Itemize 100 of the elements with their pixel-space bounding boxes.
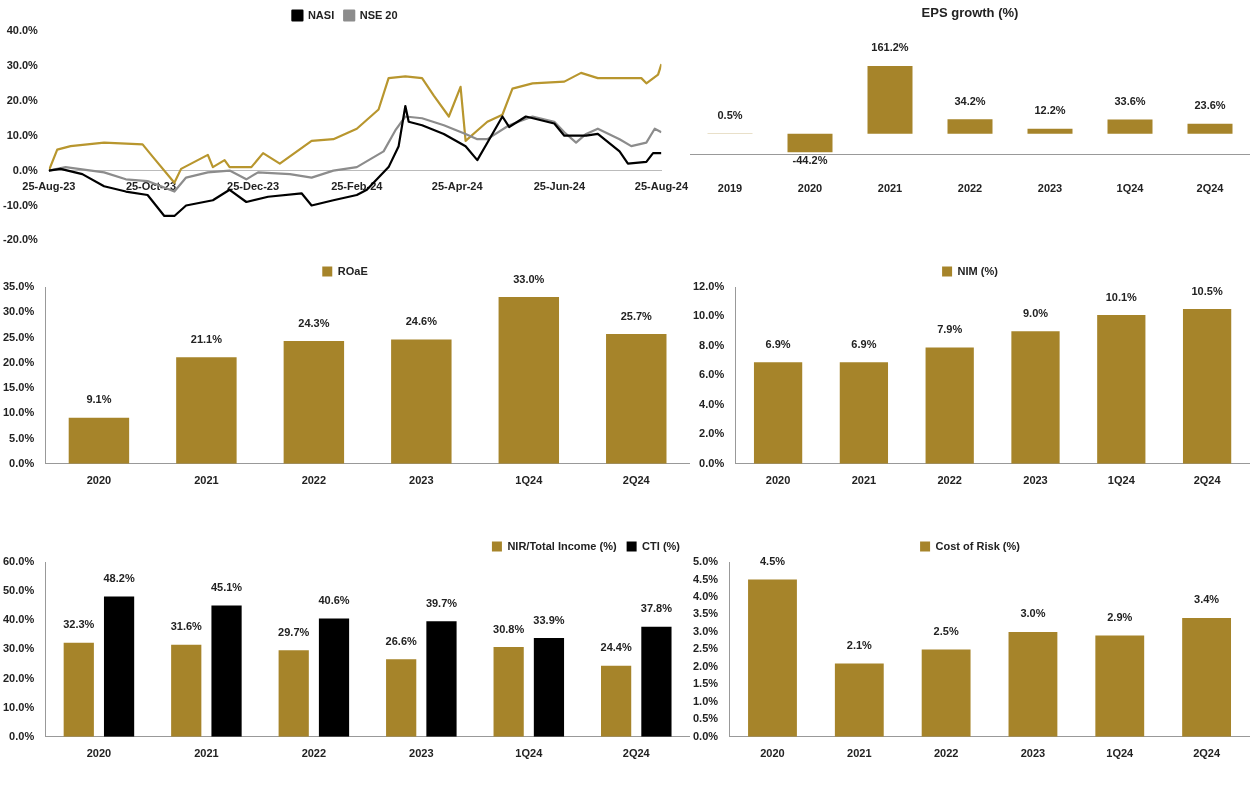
x-tick-label: 1Q24 [515,747,544,760]
x-tick-label: 1Q24 [1116,182,1145,195]
bar [925,347,974,464]
legend-label: NIR/Total Income (%) [507,539,617,552]
data-label: 3.4% [1194,593,1220,606]
y-tick-label: 2.5% [692,642,719,655]
data-label: 2.9% [1107,610,1133,623]
data-label: 45.1% [210,580,243,593]
x-tick-label: 2020 [86,474,112,487]
data-label: 48.2% [103,571,135,584]
bar [867,65,913,134]
x-tick-label: 2021 [851,474,877,487]
data-label: 4.5% [759,555,786,568]
legend-label: Cost of Risk (%) [935,539,1021,552]
x-tick-label: 2023 [1023,474,1048,487]
x-tick-label: 2Q24 [622,747,651,760]
x-tick-label: 2Q24 [1193,474,1222,487]
data-label: 9.0% [1022,306,1049,319]
bar [63,642,94,737]
x-tick-label: 25-Dec-23 [227,180,280,193]
bar [1107,119,1153,134]
bar [1027,128,1073,134]
data-label: 33.6% [1114,95,1146,108]
data-label: 10.1% [1105,290,1138,303]
data-label: 24.4% [600,641,632,654]
data-label: 32.3% [63,618,95,631]
data-label: 12.2% [1034,104,1066,117]
y-tick-label: 60.0% [2,555,35,568]
y-tick-label: 15.0% [2,381,35,394]
x-tick-label: 1Q24 [1107,474,1136,487]
y-tick-label: 6.0% [699,368,725,381]
bar [283,341,345,464]
data-label: -44.2% [792,153,828,166]
data-label: 7.9% [937,322,963,335]
legend-label: NSE 20 [359,8,398,21]
y-tick-label: 25.0% [2,330,35,343]
data-label: 24.6% [405,315,438,328]
y-tick-label: 0.5% [692,712,719,725]
x-tick-label: 25-Aug-23 [22,180,76,193]
data-label: 3.0% [1020,607,1046,620]
data-label: 29.7% [278,625,310,638]
y-tick-label: 35.0% [2,280,35,293]
y-tick-label: 40.0% [6,24,39,37]
x-tick-label: 2023 [409,474,434,487]
bar [1097,314,1146,464]
bar [787,133,833,153]
y-tick-label: 0.0% [9,456,35,469]
bar [171,644,202,737]
x-tick-label: 2022 [933,747,959,760]
bar [947,119,993,134]
data-label: 10.5% [1191,284,1223,297]
y-tick-label: 5.0% [692,555,719,568]
bar [278,650,309,737]
y-tick-label: 40.0% [2,613,35,626]
data-label: 2.1% [846,638,873,651]
bar [533,638,565,737]
y-tick-label: -10.0% [2,198,39,211]
x-tick-label: 2023 [409,747,434,760]
y-tick-label: 1.5% [692,677,719,690]
y-tick-label: 3.5% [692,607,719,620]
y-tick-label: 20.0% [6,93,39,106]
bar [386,659,417,737]
data-label: 23.6% [1194,99,1226,112]
data-label: 33.0% [513,272,545,285]
y-tick-label: 2.0% [699,427,725,440]
x-tick-label: 2023 [1037,182,1063,195]
x-tick-label: 2020 [797,182,823,195]
x-tick-label: 25-Jun-24 [533,180,586,193]
data-label: 33.9% [533,613,565,626]
bar [839,362,889,464]
y-tick-label: 0.0% [9,729,35,742]
y-tick-label: 4.0% [692,589,719,602]
x-tick-label: 2021 [194,747,219,760]
bar [493,647,524,737]
y-tick-label: 10.0% [2,700,35,713]
y-tick-label: 20.0% [2,355,35,368]
y-tick-label: 0.0% [699,456,725,469]
y-tick-label: 10.0% [692,309,725,322]
y-tick-label: 1.0% [692,694,719,707]
bar [1011,331,1060,464]
y-tick-label: 12.0% [692,280,725,293]
bar [753,362,803,464]
x-tick-label: 25-Aug-24 [634,180,689,193]
x-tick-label: 2022 [957,182,983,195]
bar [601,665,632,737]
bar [68,417,130,464]
data-label: 39.7% [425,596,458,609]
x-tick-label: 2022 [301,474,327,487]
bar [921,649,971,737]
y-tick-label: 4.5% [692,572,719,585]
data-label: 21.1% [190,332,223,345]
bar [211,605,242,737]
x-tick-label: 2021 [877,182,903,195]
y-tick-label: 30.0% [2,642,35,655]
x-tick-label: 1Q24 [1106,747,1135,760]
data-label: 30.8% [493,622,525,635]
legend-label: NASI [307,8,335,21]
x-tick-label: 2Q24 [622,474,651,487]
x-tick-label: 2020 [86,747,112,760]
bar [1187,123,1233,134]
